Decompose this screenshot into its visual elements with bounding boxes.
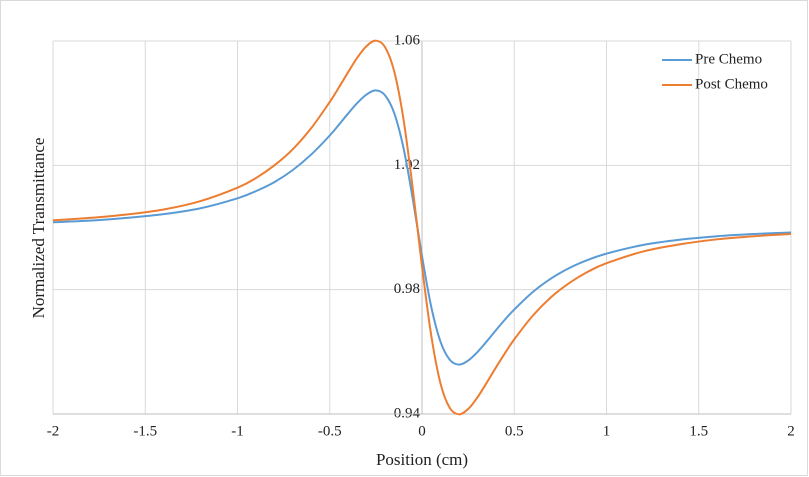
x-tick-label: 1 bbox=[603, 423, 611, 439]
series-line bbox=[52, 39, 792, 416]
legend-label: Pre Chemo bbox=[695, 51, 762, 67]
x-tick-label: 1.5 bbox=[689, 423, 708, 439]
y-axis-title: Normalized Transmittance bbox=[29, 138, 48, 319]
x-tick-label: 0.5 bbox=[505, 423, 524, 439]
x-tick-label: -1.5 bbox=[133, 423, 157, 439]
x-tick-label: 0 bbox=[418, 423, 426, 439]
x-tick-label: 2 bbox=[787, 423, 795, 439]
x-tick-label: -1 bbox=[231, 423, 244, 439]
x-axis-title: Position (cm) bbox=[376, 450, 468, 469]
x-tick-label: -2 bbox=[47, 423, 60, 439]
legend-label: Post Chemo bbox=[695, 76, 768, 92]
y-tick-label: 0.94 bbox=[394, 405, 421, 421]
y-tick-label: 1.06 bbox=[394, 32, 421, 48]
series-line bbox=[52, 89, 792, 366]
y-tick-label: 0.98 bbox=[394, 281, 420, 297]
x-tick-label: -0.5 bbox=[318, 423, 342, 439]
